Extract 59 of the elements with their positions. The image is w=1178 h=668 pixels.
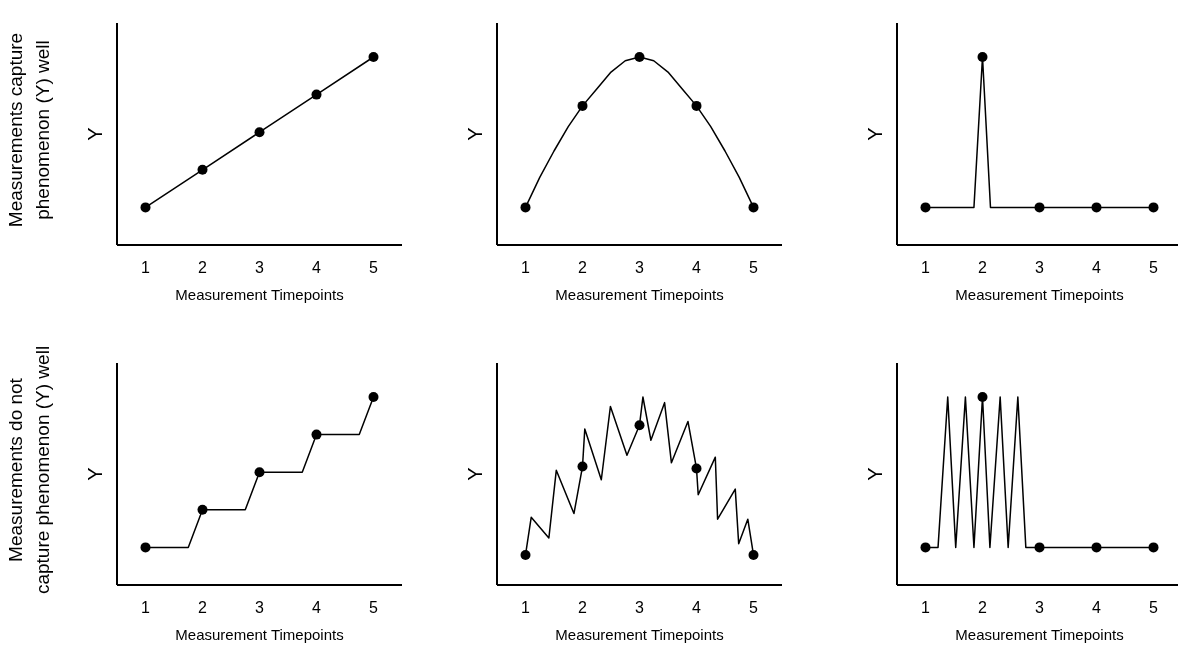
x-axis-title: Measurement Timepoints (955, 626, 1124, 643)
x-tick-label: 3 (635, 599, 645, 616)
y-axis-title: Y (864, 467, 886, 481)
point (197, 504, 208, 515)
x-tick-label: 3 (1035, 259, 1045, 276)
point (368, 52, 379, 62)
point (368, 392, 379, 402)
point (197, 164, 208, 175)
x-tick-label: 5 (749, 599, 759, 616)
x-tick-label: 4 (1092, 259, 1102, 276)
x-tick-label: 4 (312, 259, 322, 276)
x-tick-label: 5 (369, 259, 379, 276)
x-tick-label: 2 (578, 259, 588, 276)
x-tick-label: 4 (1092, 599, 1102, 616)
x-tick-label: 1 (141, 599, 151, 616)
x-tick-label: 4 (692, 599, 702, 616)
x-tick-label: 1 (921, 259, 931, 276)
x-tick-label: 1 (521, 259, 531, 276)
y-axis-title: Y (84, 467, 106, 481)
x-tick-label: 5 (369, 599, 379, 616)
x-axis-title: Measurement Timepoints (555, 626, 724, 643)
point (748, 549, 759, 560)
x-tick-label: 2 (978, 599, 988, 616)
y-axis-title: Y (84, 127, 106, 141)
x-tick-label: 1 (921, 599, 931, 616)
y-axis-title: Y (464, 467, 486, 481)
x-tick-label: 1 (141, 259, 151, 276)
x-tick-label: 3 (255, 599, 265, 616)
x-tick-label: 2 (978, 259, 988, 276)
x-tick-label: 4 (692, 259, 702, 276)
point (691, 463, 702, 474)
x-tick-label: 3 (635, 259, 645, 276)
y-axis-title: Y (464, 127, 486, 141)
x-tick-label: 5 (1149, 599, 1159, 616)
y-axis-title: Y (864, 127, 886, 141)
point (577, 461, 588, 472)
text: Measurements do not capture phenomenon (Y) well (5, 345, 53, 595)
point (311, 429, 322, 440)
x-axis-title: Measurement Timepoints (175, 626, 344, 643)
x-tick-label: 3 (255, 259, 265, 276)
x-tick-label: 2 (198, 599, 208, 616)
x-tick-label: 3 (1035, 599, 1045, 616)
x-tick-label: 2 (198, 259, 208, 276)
x-tick-label: 2 (578, 599, 588, 616)
point (520, 549, 531, 560)
point (634, 420, 645, 431)
point (311, 89, 322, 100)
text: Measurements capture phenomenon (Y) well (5, 32, 53, 228)
point (140, 542, 151, 553)
x-tick-label: 1 (521, 599, 531, 616)
x-axis-title: Measurement Timepoints (555, 286, 724, 303)
point (254, 467, 265, 478)
x-tick-label: 4 (312, 599, 322, 616)
point (140, 202, 151, 213)
x-tick-label: 5 (1149, 259, 1159, 276)
x-axis-title: Measurement Timepoints (955, 286, 1124, 303)
point (254, 127, 265, 138)
x-axis-title: Measurement Timepoints (175, 286, 344, 303)
x-tick-label: 5 (749, 259, 759, 276)
